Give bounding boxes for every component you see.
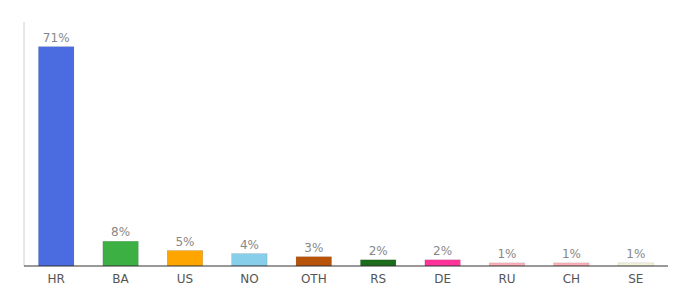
x-tick-label: NO bbox=[240, 272, 258, 286]
bar bbox=[38, 47, 73, 266]
x-axis-line bbox=[24, 266, 668, 267]
x-tick-label: US bbox=[177, 272, 193, 286]
x-tick-labels: HR BA US NO OTH RS DE RU CH SE bbox=[48, 272, 644, 286]
data-label: 2% bbox=[369, 244, 388, 258]
data-label: 8% bbox=[111, 225, 130, 239]
x-tick-label: RS bbox=[370, 272, 386, 286]
data-label: 71% bbox=[43, 31, 70, 45]
x-tick-label: DE bbox=[434, 272, 451, 286]
x-tick-label: RU bbox=[498, 272, 515, 286]
bar bbox=[296, 257, 331, 266]
x-tick-label: OTH bbox=[301, 272, 327, 286]
bar bbox=[167, 251, 202, 266]
bar bbox=[232, 254, 267, 266]
data-label: 4% bbox=[240, 238, 259, 252]
data-label: 5% bbox=[175, 235, 194, 249]
data-label: 1% bbox=[562, 247, 581, 261]
bar bbox=[360, 260, 395, 266]
bars bbox=[38, 47, 653, 266]
x-tick-label: CH bbox=[563, 272, 580, 286]
data-label: 2% bbox=[433, 244, 452, 258]
bar bbox=[425, 260, 460, 266]
x-tick-label: HR bbox=[48, 272, 65, 286]
chart-container: HR BA US NO OTH RS DE RU CH SE 71% 8% 5% 4% 3% 2% 2% 1% 1%… bbox=[0, 0, 680, 300]
data-label: 1% bbox=[626, 247, 645, 261]
x-tick-label: SE bbox=[628, 272, 643, 286]
data-label: 3% bbox=[304, 241, 323, 255]
y-axis-line bbox=[24, 22, 25, 266]
data-label: 1% bbox=[497, 247, 516, 261]
x-tick-label: BA bbox=[112, 272, 129, 286]
data-labels: 71% 8% 5% 4% 3% 2% 2% 1% 1% 1% bbox=[43, 31, 645, 261]
chart: HR BA US NO OTH RS DE RU CH SE 71% 8% 5% 4% 3% 2% 2% 1% 1%… bbox=[0, 0, 680, 300]
bar bbox=[103, 241, 138, 266]
